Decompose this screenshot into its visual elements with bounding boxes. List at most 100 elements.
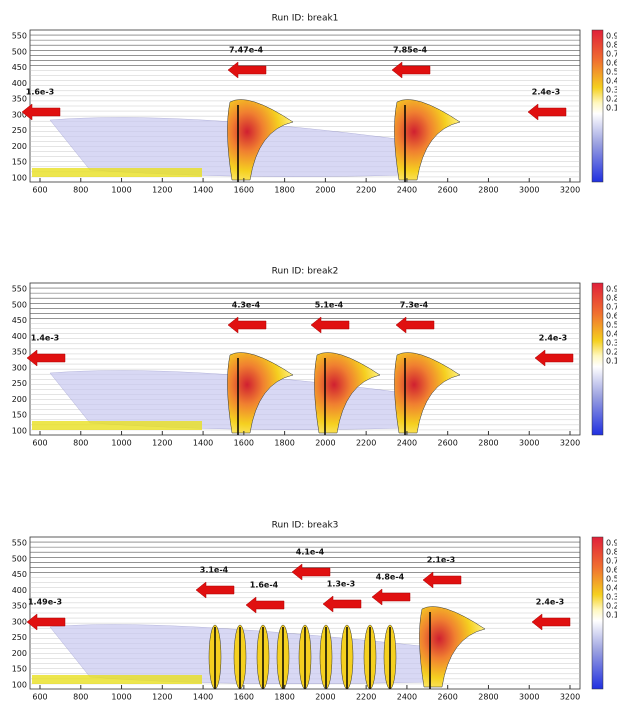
- arrow-label: 7.3e-4: [400, 301, 429, 310]
- colorbar-label: 0.8: [606, 41, 617, 50]
- x-tick-label: 1200: [152, 693, 172, 702]
- arrow-label: 3.1e-4: [200, 566, 229, 575]
- arrow-label: 1.4e-3: [31, 334, 59, 343]
- colorbar-label: 0.2: [606, 602, 617, 611]
- x-tick-label: 1200: [152, 439, 172, 448]
- arrow: [227, 61, 267, 79]
- y-tick-label: 300: [12, 110, 27, 119]
- x-tick-label: 2000: [315, 186, 335, 195]
- y-tick-label: 300: [12, 617, 27, 626]
- y-tick-label: 450: [12, 316, 27, 325]
- arrow: [310, 316, 350, 334]
- colorbar-label: 0.7: [606, 50, 617, 59]
- x-tick-label: 2600: [438, 693, 458, 702]
- colorbar: [591, 29, 604, 183]
- colorbar: [591, 282, 604, 436]
- hot-region: [227, 99, 294, 181]
- x-tick-label: 3000: [519, 693, 539, 702]
- y-tick-label: 450: [12, 570, 27, 579]
- y-tick-label: 450: [12, 63, 27, 72]
- x-tick-label: 1600: [234, 439, 254, 448]
- y-tick-label: 200: [12, 649, 27, 658]
- arrow-label: 4.1e-4: [296, 548, 325, 557]
- colorbar-label: 0.3: [606, 339, 617, 348]
- arrow-label: 5.1e-4: [315, 301, 344, 310]
- arrow-label: 1.3e-3: [327, 580, 355, 589]
- x-tick-label: 2200: [356, 439, 376, 448]
- arrow-label: 2.4e-3: [536, 598, 564, 607]
- y-tick-label: 350: [12, 348, 27, 357]
- colorbar-label: 0.3: [606, 86, 617, 95]
- arrow-label: 7.47e-4: [229, 46, 263, 55]
- colorbar-label: 0.2: [606, 95, 617, 104]
- x-tick-label: 1200: [152, 186, 172, 195]
- colorbar-label: 0.9: [606, 32, 617, 41]
- x-tick-label: 3000: [519, 186, 539, 195]
- y-tick-label: 550: [12, 539, 27, 548]
- colorbar-label: 0.6: [606, 566, 617, 575]
- hot-region: [314, 352, 381, 434]
- arrow-label: 4.3e-4: [232, 301, 261, 310]
- y-tick-label: 400: [12, 332, 27, 341]
- arrow: [534, 349, 574, 367]
- y-tick-label: 100: [12, 427, 27, 436]
- x-tick-label: 2400: [397, 693, 417, 702]
- y-tick-label: 550: [12, 285, 27, 294]
- colorbar-label: 0.4: [606, 584, 617, 593]
- arrow: [245, 596, 285, 614]
- x-tick-label: 800: [73, 439, 88, 448]
- colorbar-label: 0.5: [606, 68, 617, 77]
- colorbar-label: 0.3: [606, 593, 617, 602]
- arrow: [291, 563, 331, 581]
- y-tick-label: 200: [12, 142, 27, 151]
- panel: Run ID: break1 600 800 1000 1200 1400 1600 1800…: [12, 14, 617, 195]
- x-tick-label: 2800: [478, 693, 498, 702]
- arrow: [527, 103, 567, 121]
- y-tick-label: 250: [12, 379, 27, 388]
- arrow-label: 2.4e-3: [532, 88, 560, 97]
- hot-region: [394, 352, 461, 434]
- y-tick-label: 500: [12, 300, 27, 309]
- y-tick-label: 400: [12, 79, 27, 88]
- colorbar-label: 0.4: [606, 330, 617, 339]
- x-tick-label: 2800: [478, 439, 498, 448]
- colorbar-label: 0.6: [606, 312, 617, 321]
- colorbar-label: 0.6: [606, 59, 617, 68]
- y-tick-label: 250: [12, 126, 27, 135]
- colorbar-label: 0.1: [606, 611, 617, 620]
- arrow: [195, 581, 235, 599]
- arrow-label: 7.85e-4: [393, 46, 427, 55]
- y-tick-label: 100: [12, 174, 27, 183]
- y-tick-label: 550: [12, 32, 27, 41]
- x-tick-label: 2800: [478, 186, 498, 195]
- x-tick-label: 2400: [397, 439, 417, 448]
- colorbar-label: 0.9: [606, 539, 617, 548]
- x-tick-label: 1800: [274, 186, 294, 195]
- arrow-label: 2.4e-3: [539, 334, 567, 343]
- hot-region: [419, 606, 486, 688]
- annotation-box: [32, 421, 202, 430]
- x-tick-label: 1800: [274, 693, 294, 702]
- x-tick-label: 1400: [193, 439, 213, 448]
- x-tick-label: 600: [32, 693, 47, 702]
- x-tick-label: 1000: [111, 693, 131, 702]
- x-tick-label: 2200: [356, 693, 376, 702]
- colorbar-label: 0.8: [606, 294, 617, 303]
- x-tick-label: 1600: [234, 186, 254, 195]
- y-tick-label: 100: [12, 681, 27, 690]
- panel: Run ID: break2 600 800 1000 1200 1400 1600 1800…: [12, 267, 617, 448]
- x-tick-label: 600: [32, 186, 47, 195]
- colorbar-label: 0.7: [606, 303, 617, 312]
- colorbar-label: 0.5: [606, 575, 617, 584]
- x-tick-label: 1400: [193, 693, 213, 702]
- arrow-label: 4.8e-4: [376, 573, 405, 582]
- y-tick-label: 350: [12, 602, 27, 611]
- panel-title: Run ID: break1: [272, 14, 339, 24]
- x-tick-label: 3200: [560, 693, 580, 702]
- arrow: [391, 61, 431, 79]
- y-tick-label: 300: [12, 363, 27, 372]
- annotation-box: [32, 168, 202, 177]
- y-tick-label: 200: [12, 395, 27, 404]
- panel-title: Run ID: break3: [272, 521, 339, 531]
